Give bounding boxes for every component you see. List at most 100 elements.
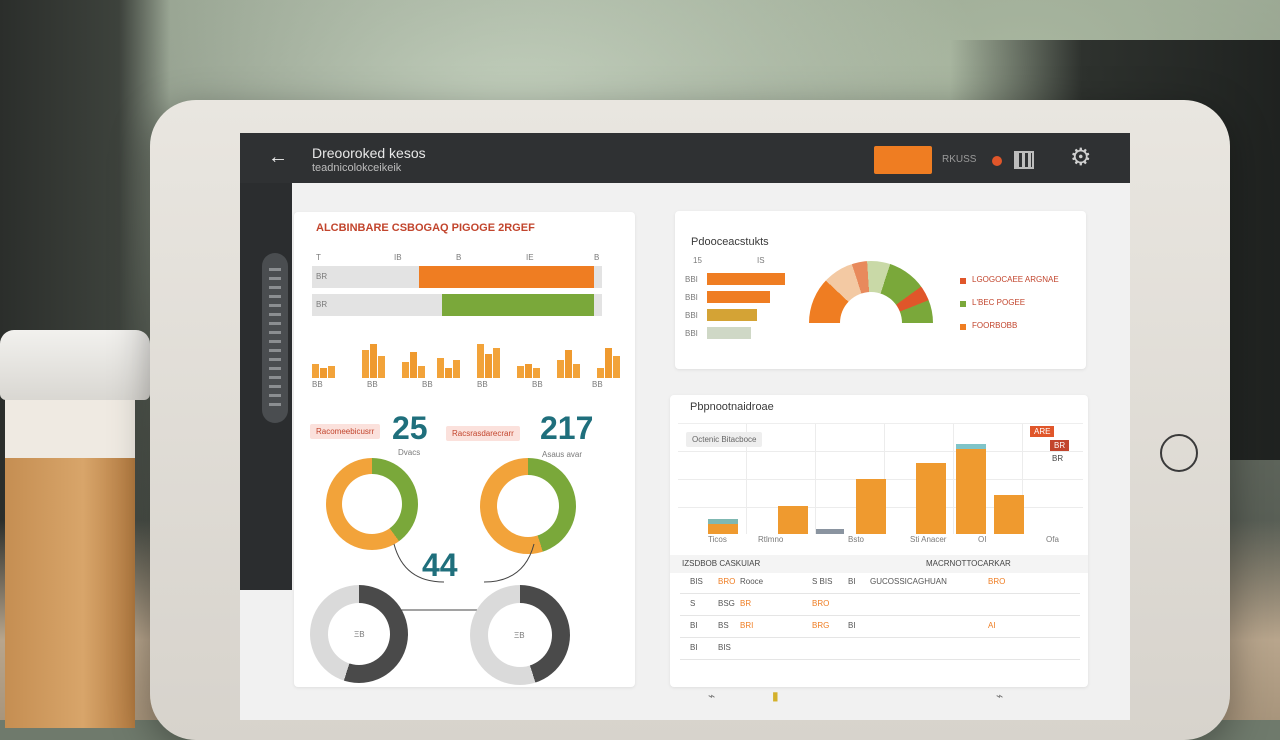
footer-icon[interactable]: ⌁	[996, 689, 1004, 703]
axis-tick: 15	[693, 256, 702, 265]
settings-gear-icon[interactable]: ⚙	[1070, 144, 1092, 171]
gauge-legend: LGOGOCAEE ARGNAE L'BEC POGEE FOORBOBB	[960, 275, 1080, 335]
horizontal-bar	[707, 291, 770, 303]
mini-column-bar	[410, 352, 417, 378]
table-cell: BS	[718, 621, 729, 630]
left-dashboard-card: ALCBINBARE CSBOGAQ PIGOGE 2RGEF T IB B I…	[294, 212, 635, 687]
notification-dot-icon[interactable]	[992, 156, 1002, 166]
donut-chart-gray: ΞΒ	[470, 585, 570, 685]
chart-subtitle: Octenic Bitacboce	[686, 432, 763, 447]
cup-lid	[0, 330, 150, 400]
tablet-screen: ← Dreooroked kesos teadnicolokceikeik RK…	[240, 133, 1130, 720]
legend-label: L'BEC POGEE	[972, 298, 1026, 307]
mini-column-bar	[613, 356, 620, 378]
axis-tick: IE	[526, 253, 534, 262]
back-arrow-icon[interactable]: ←	[268, 146, 288, 168]
legend-swatch	[960, 278, 966, 284]
column-bar	[778, 506, 808, 534]
kpi-value: 217	[540, 410, 594, 446]
donut-chart-gray: ΞΒ	[310, 585, 408, 683]
mini-column-bar	[370, 344, 377, 378]
column-label: BB	[477, 380, 488, 389]
column-bar-cap	[708, 519, 738, 524]
mini-column-bar	[362, 350, 369, 378]
column-label: BB	[367, 380, 378, 389]
mini-column-bar	[565, 350, 572, 378]
table-cell: BI	[848, 621, 856, 630]
table-row-divider	[680, 659, 1080, 660]
mini-column-bar	[320, 368, 327, 378]
kpi-tag: Racsrasdarecrarr	[446, 426, 520, 441]
donut-chart-orange-green	[326, 458, 418, 550]
sidebar	[240, 183, 292, 590]
axis-tick: T	[316, 253, 321, 262]
bottom-right-card: Pbpnootnaidroae Octenic Bitacboce ARE BR…	[670, 395, 1088, 687]
top-right-card-title: Pdooceacstukts	[691, 236, 769, 248]
table-body: BIS BRO Rooce S BIS BI GUCOSSICAGHUAN BRO S BSG B…	[670, 577, 1088, 677]
mini-column-bar	[597, 368, 604, 378]
mini-column-bar	[378, 356, 385, 378]
x-axis-labels: Ticos Rtlmno Bsto Sti Anacer OI Ofa	[678, 535, 1083, 547]
donut-label: ΞΒ	[514, 631, 525, 640]
column-bars	[698, 444, 1028, 534]
sidebar-scroll-labels	[269, 268, 281, 408]
x-label: OI	[978, 535, 987, 544]
x-label: Rtlmno	[758, 535, 784, 544]
table-cell: BRO	[812, 599, 830, 608]
column-bar	[916, 463, 946, 534]
mini-column-bar	[533, 368, 540, 378]
mini-column-bar	[445, 368, 452, 378]
horizontal-bar	[707, 273, 785, 285]
bar-label: BBI	[685, 329, 698, 338]
table-header: IZSDBOB CASKUIAR MACRNOTTOCARKAR	[670, 555, 1088, 573]
column-bar	[856, 479, 886, 534]
horizontal-bars: BR BR	[312, 266, 602, 318]
table-row-divider	[680, 615, 1080, 616]
axis-tick: IS	[757, 256, 765, 265]
column-bar	[708, 524, 738, 534]
kpi-value: 25	[392, 410, 428, 446]
legend-badge: BR	[1052, 454, 1064, 463]
column-label: BB	[532, 380, 543, 389]
x-label: Bsto	[848, 535, 865, 544]
page-title: Dreooroked kesos	[312, 145, 426, 161]
mini-column-bar	[493, 348, 500, 378]
sidebar-scrollbar[interactable]	[262, 253, 288, 423]
column-bar	[994, 495, 1024, 534]
mini-column-bar	[328, 366, 335, 378]
primary-action-button[interactable]	[874, 146, 932, 174]
x-label: Ofa	[1046, 535, 1059, 544]
table-cell: Rooce	[740, 577, 764, 586]
legend-swatch	[960, 301, 966, 307]
horizontal-bar	[707, 327, 751, 339]
tablet-home-button[interactable]	[1160, 434, 1198, 472]
hbar-track: BR	[312, 294, 602, 316]
table-cell: BRO	[988, 577, 1006, 586]
legend-badge: ARE	[1030, 426, 1055, 437]
header-status-text: RKUSS	[942, 154, 977, 165]
page-subtitle: teadnicolokceikeik	[312, 162, 402, 174]
footer-icon[interactable]: ⌁	[708, 689, 716, 703]
column-bar	[816, 529, 844, 534]
table-cell: BRG	[812, 621, 830, 630]
footer-icon[interactable]: ▮	[772, 689, 779, 703]
table-cell: S	[690, 599, 696, 608]
table-cell: BRI	[740, 621, 754, 630]
mini-column-bar	[517, 366, 524, 378]
mini-column-labels: BB BB BB BB BB BB	[312, 380, 627, 392]
x-label: Sti Anacer	[910, 535, 947, 544]
table-cell: BSG	[718, 599, 735, 608]
mini-column-bar	[525, 364, 532, 378]
hbar-label: BR	[316, 272, 328, 281]
mini-column-bar	[485, 354, 492, 378]
donut-label: ΞΒ	[354, 630, 365, 639]
hbar-fill-green	[442, 294, 594, 316]
qr-code-icon[interactable]	[1014, 151, 1034, 169]
column-chart: Octenic Bitacboce ARE BR BR	[678, 423, 1083, 534]
table-cell: BRO	[718, 577, 736, 586]
column-bar	[956, 449, 986, 534]
top-right-card: Pdooceacstukts 15 IS BBI BBI BBI BBI LGOGOC…	[675, 211, 1086, 369]
kpi-tag: Racomeebicusrr	[310, 424, 381, 439]
mini-column-bar	[418, 366, 425, 378]
coffee-cup	[0, 330, 150, 728]
